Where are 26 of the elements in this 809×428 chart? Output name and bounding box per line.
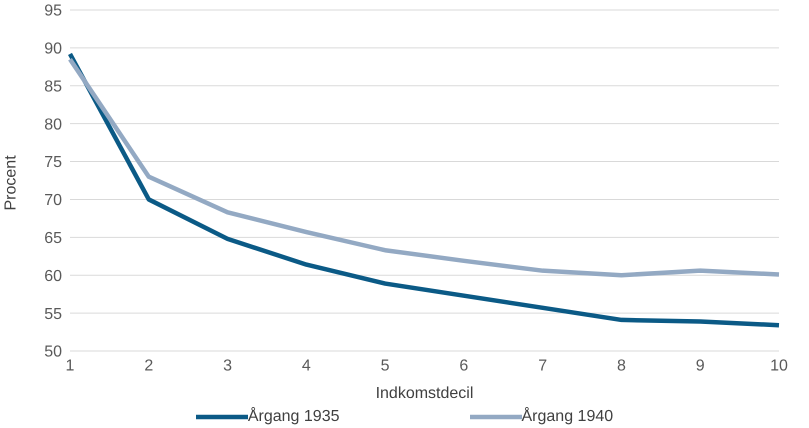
line-series <box>68 52 782 328</box>
x-tick-label: 8 <box>616 357 626 374</box>
x-tick-label: 2 <box>144 357 154 374</box>
x-tick-label: 4 <box>302 357 311 374</box>
x-tick-label: 1 <box>66 357 75 374</box>
x-tick-label: 6 <box>459 357 468 374</box>
x-tick-label: 9 <box>696 357 705 374</box>
y-tick-label: 55 <box>44 306 62 323</box>
y-tick-label: 50 <box>44 344 62 361</box>
y-tick-label: 75 <box>44 154 62 172</box>
x-tick-label: 3 <box>223 357 232 374</box>
legend-label: Årgang 1940 <box>522 406 614 427</box>
x-tick-label: 7 <box>538 357 548 374</box>
y-axis-title: Procent <box>2 154 20 210</box>
legend-label: Årgang 1935 <box>248 406 340 427</box>
x-tick-label: 10 <box>770 357 788 374</box>
y-tick-label: 70 <box>44 192 62 210</box>
y-tick-label: 85 <box>44 78 62 96</box>
y-tick-label: 80 <box>44 116 62 134</box>
y-tick-label: 95 <box>44 2 62 20</box>
y-tick-label: 65 <box>44 230 62 248</box>
x-tick-label: 5 <box>380 357 390 374</box>
y-tick-label: 60 <box>44 268 62 285</box>
line-series <box>68 57 782 278</box>
y-tick-label: 90 <box>44 40 62 58</box>
x-axis-title: Indkomstdecil <box>376 385 474 402</box>
